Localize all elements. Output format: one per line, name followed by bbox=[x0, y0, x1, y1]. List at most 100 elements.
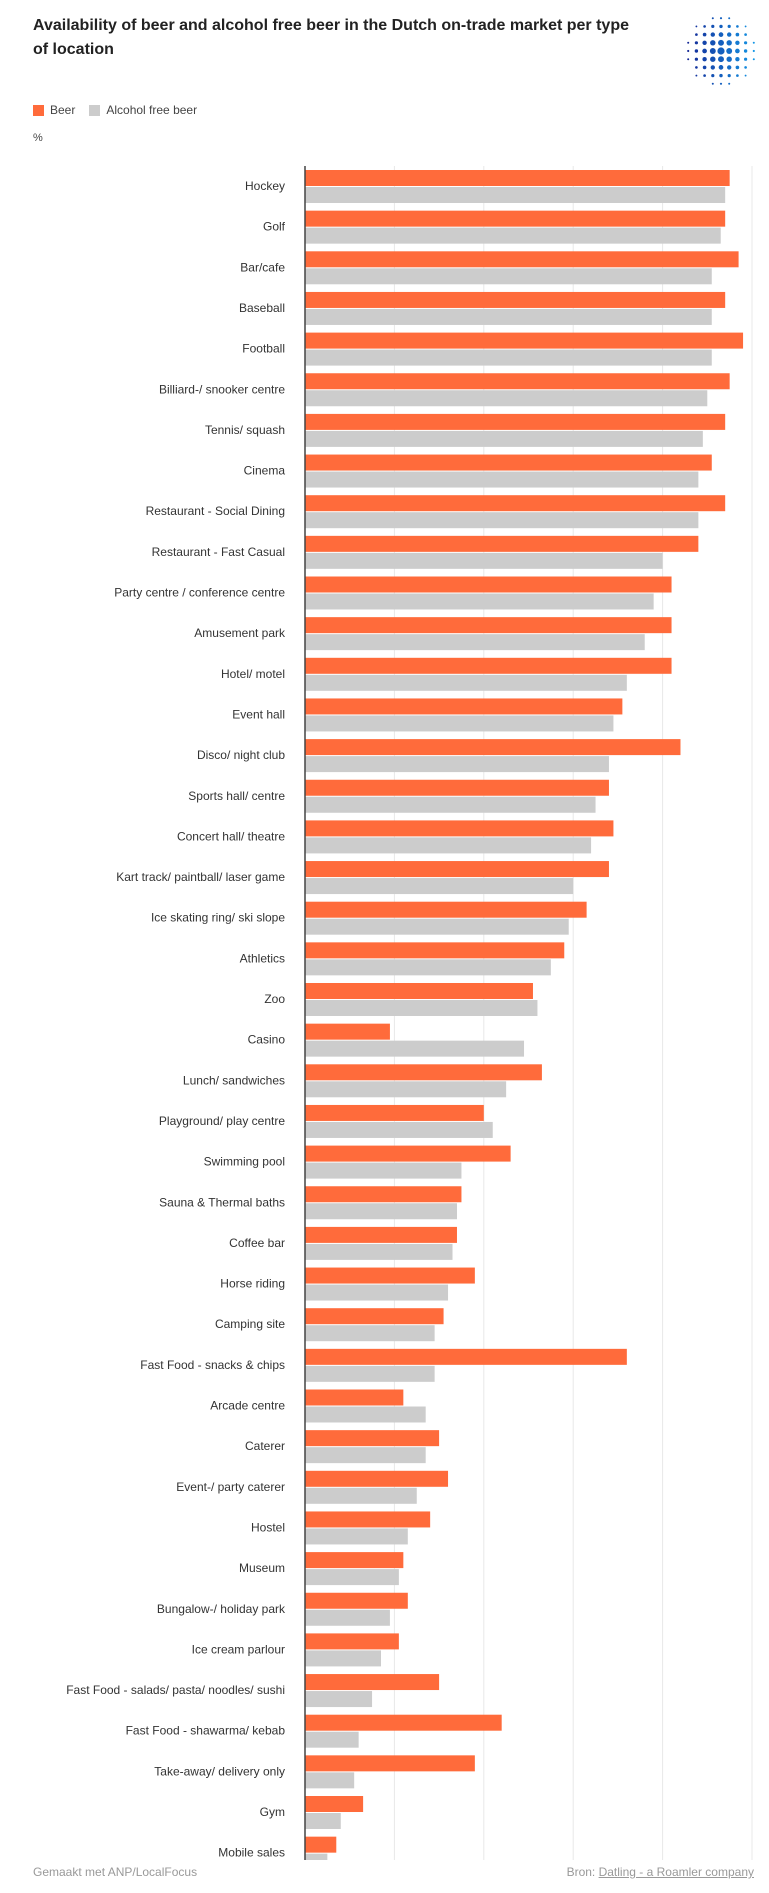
bar-alcohol-free-beer-swimming-pool[interactable] bbox=[305, 1162, 462, 1179]
bar-beer-sports-hall-centre[interactable] bbox=[305, 779, 609, 796]
bar-beer-kart-track-paintball-laser-game[interactable] bbox=[305, 861, 609, 878]
bar-alcohol-free-beer-bar-cafe[interactable] bbox=[305, 268, 712, 285]
bar-beer-sauna-thermal-baths[interactable] bbox=[305, 1186, 462, 1203]
bar-beer-mobile-sales[interactable] bbox=[305, 1836, 337, 1853]
bar-alcohol-free-beer-hotel-motel[interactable] bbox=[305, 674, 627, 691]
bar-alcohol-free-beer-fast-food-snacks-chips[interactable] bbox=[305, 1365, 435, 1382]
bar-beer-event-party-caterer[interactable] bbox=[305, 1470, 449, 1487]
bar-alcohol-free-beer-disco-night-club[interactable] bbox=[305, 756, 609, 773]
bar-alcohol-free-beer-football[interactable] bbox=[305, 349, 712, 366]
bar-beer-arcade-centre[interactable] bbox=[305, 1389, 404, 1406]
bar-alcohol-free-beer-horse-riding[interactable] bbox=[305, 1284, 449, 1301]
bar-alcohol-free-beer-baseball[interactable] bbox=[305, 308, 712, 325]
bar-beer-tennis-squash[interactable] bbox=[305, 413, 726, 430]
bar-alcohol-free-beer-coffee-bar[interactable] bbox=[305, 1243, 453, 1260]
bar-beer-take-away-delivery-only[interactable] bbox=[305, 1755, 475, 1772]
bar-beer-event-hall[interactable] bbox=[305, 698, 623, 715]
bar-alcohol-free-beer-restaurant-social-dining[interactable] bbox=[305, 512, 699, 529]
bar-beer-concert-hall-theatre[interactable] bbox=[305, 820, 614, 837]
bar-beer-bar-cafe[interactable] bbox=[305, 251, 739, 268]
category-label-arcade-centre: Arcade centre bbox=[210, 1399, 285, 1413]
bar-beer-golf[interactable] bbox=[305, 210, 726, 227]
bar-alcohol-free-beer-restaurant-fast-casual[interactable] bbox=[305, 552, 663, 569]
bar-beer-amusement-park[interactable] bbox=[305, 617, 672, 634]
bar-alcohol-free-beer-hockey[interactable] bbox=[305, 187, 726, 203]
bar-alcohol-free-beer-casino[interactable] bbox=[305, 1040, 525, 1057]
bar-alcohol-free-beer-sports-hall-centre[interactable] bbox=[305, 796, 596, 813]
bar-alcohol-free-beer-take-away-delivery-only[interactable] bbox=[305, 1772, 355, 1789]
legend-item-beer[interactable]: Beer bbox=[33, 103, 75, 117]
logo-dot bbox=[744, 74, 747, 77]
bar-alcohol-free-beer-caterer[interactable] bbox=[305, 1447, 426, 1464]
bar-alcohol-free-beer-party-centre-conference-centre[interactable] bbox=[305, 593, 654, 610]
logo-dot bbox=[702, 65, 707, 70]
bar-beer-camping-site[interactable] bbox=[305, 1308, 444, 1325]
bar-alcohol-free-beer-billiard-snooker-centre[interactable] bbox=[305, 390, 708, 407]
bar-alcohol-free-beer-playground-play-centre[interactable] bbox=[305, 1121, 493, 1138]
bar-alcohol-free-beer-fast-food-salads-pasta-noodles-sushi[interactable] bbox=[305, 1691, 373, 1708]
bar-alcohol-free-beer-lunch-sandwiches[interactable] bbox=[305, 1081, 507, 1098]
logo-dot bbox=[718, 56, 724, 63]
category-label-camping-site: Camping site bbox=[215, 1317, 285, 1331]
bar-alcohol-free-beer-event-party-caterer[interactable] bbox=[305, 1487, 417, 1504]
bar-alcohol-free-beer-concert-hall-theatre[interactable] bbox=[305, 837, 592, 854]
bar-beer-fast-food-shawarma-kebab[interactable] bbox=[305, 1714, 502, 1731]
bar-alcohol-free-beer-ice-skating-ring-ski-slope[interactable] bbox=[305, 918, 569, 935]
bar-beer-ice-skating-ring-ski-slope[interactable] bbox=[305, 901, 587, 918]
bar-beer-fast-food-snacks-chips[interactable] bbox=[305, 1348, 627, 1365]
bar-beer-restaurant-social-dining[interactable] bbox=[305, 495, 726, 512]
bar-alcohol-free-beer-camping-site[interactable] bbox=[305, 1325, 435, 1342]
bar-beer-gym[interactable] bbox=[305, 1796, 364, 1812]
bar-beer-restaurant-fast-casual[interactable] bbox=[305, 535, 699, 552]
bar-alcohol-free-beer-mobile-sales[interactable] bbox=[305, 1853, 328, 1860]
bar-alcohol-free-beer-athletics[interactable] bbox=[305, 959, 551, 976]
logo-dot bbox=[743, 49, 748, 53]
category-label-mobile-sales: Mobile sales bbox=[218, 1846, 285, 1860]
bar-beer-lunch-sandwiches[interactable] bbox=[305, 1064, 542, 1081]
bar-beer-casino[interactable] bbox=[305, 1023, 390, 1040]
bar-beer-caterer[interactable] bbox=[305, 1430, 440, 1447]
bar-beer-museum[interactable] bbox=[305, 1552, 404, 1569]
logo-dot bbox=[718, 32, 724, 37]
logo-dot bbox=[719, 24, 723, 29]
bar-beer-swimming-pool[interactable] bbox=[305, 1145, 511, 1162]
legend-item-alcohol-free-beer[interactable]: Alcohol free beer bbox=[89, 103, 197, 117]
category-label-concert-hall-theatre: Concert hall/ theatre bbox=[177, 829, 285, 843]
bar-alcohol-free-beer-museum[interactable] bbox=[305, 1569, 399, 1586]
category-label-swimming-pool: Swimming pool bbox=[204, 1155, 285, 1169]
source-link[interactable]: Datling - a Roamler company bbox=[598, 1865, 754, 1879]
bar-alcohol-free-beer-cinema[interactable] bbox=[305, 471, 699, 488]
bar-alcohol-free-beer-sauna-thermal-baths[interactable] bbox=[305, 1203, 457, 1220]
bar-beer-baseball[interactable] bbox=[305, 291, 726, 308]
bar-beer-billiard-snooker-centre[interactable] bbox=[305, 373, 730, 390]
bar-alcohol-free-beer-event-hall[interactable] bbox=[305, 715, 614, 732]
bar-alcohol-free-beer-kart-track-paintball-laser-game[interactable] bbox=[305, 878, 574, 895]
bar-beer-hotel-motel[interactable] bbox=[305, 657, 672, 674]
logo-dot bbox=[752, 41, 755, 44]
bar-alcohol-free-beer-tennis-squash[interactable] bbox=[305, 430, 703, 447]
bar-alcohol-free-beer-hostel[interactable] bbox=[305, 1528, 408, 1545]
bar-beer-disco-night-club[interactable] bbox=[305, 739, 681, 756]
bar-alcohol-free-beer-arcade-centre[interactable] bbox=[305, 1406, 426, 1423]
logo-dot bbox=[702, 32, 707, 37]
bar-beer-party-centre-conference-centre[interactable] bbox=[305, 576, 672, 593]
bar-beer-horse-riding[interactable] bbox=[305, 1267, 475, 1284]
bar-beer-zoo[interactable] bbox=[305, 983, 533, 999]
bar-alcohol-free-beer-zoo[interactable] bbox=[305, 1000, 538, 1016]
bar-beer-cinema[interactable] bbox=[305, 454, 712, 471]
bar-beer-bungalow-holiday-park[interactable] bbox=[305, 1592, 408, 1609]
bar-beer-hostel[interactable] bbox=[305, 1511, 431, 1528]
bar-beer-football[interactable] bbox=[305, 332, 744, 349]
bar-beer-fast-food-salads-pasta-noodles-sushi[interactable] bbox=[305, 1674, 440, 1691]
bar-alcohol-free-beer-ice-cream-parlour[interactable] bbox=[305, 1650, 381, 1667]
bar-beer-ice-cream-parlour[interactable] bbox=[305, 1633, 399, 1650]
bar-beer-coffee-bar[interactable] bbox=[305, 1226, 457, 1243]
bar-beer-hockey[interactable] bbox=[305, 170, 730, 186]
bar-alcohol-free-beer-bungalow-holiday-park[interactable] bbox=[305, 1609, 390, 1626]
bar-alcohol-free-beer-golf[interactable] bbox=[305, 227, 721, 244]
bar-alcohol-free-beer-amusement-park[interactable] bbox=[305, 634, 645, 651]
bar-alcohol-free-beer-gym[interactable] bbox=[305, 1813, 341, 1829]
bar-beer-playground-play-centre[interactable] bbox=[305, 1104, 484, 1121]
bar-alcohol-free-beer-fast-food-shawarma-kebab[interactable] bbox=[305, 1731, 359, 1748]
bar-beer-athletics[interactable] bbox=[305, 942, 565, 959]
